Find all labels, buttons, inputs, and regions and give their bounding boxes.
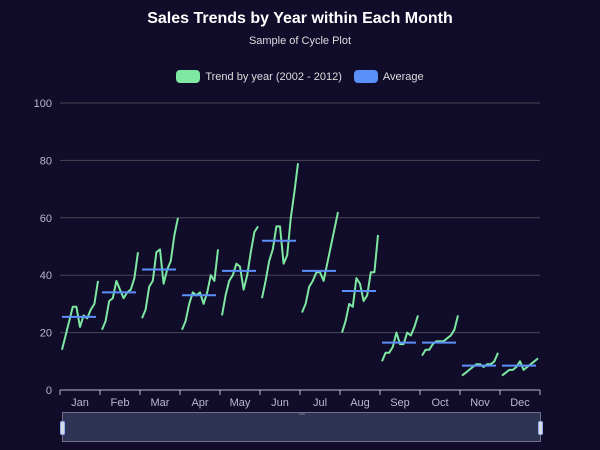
legend-label-average: Average — [382, 70, 424, 83]
x-tick-label: Dec — [510, 397, 530, 409]
trend-line-nov — [461, 352, 499, 377]
trend-line-oct — [421, 315, 459, 357]
legend-item-trend[interactable]: Trend by year (2002 - 2012) — [176, 70, 342, 83]
x-tick-label: May — [230, 397, 251, 409]
y-tick-label: 60 — [40, 213, 52, 225]
axis-layer: 0 20 40 60 80 100 Jan Feb Mar Apr May Jun Jul Aug Sep O… — [34, 98, 541, 409]
legend-item-average[interactable]: Average — [353, 70, 424, 83]
trend-line-jun — [261, 163, 299, 299]
zoom-slider[interactable]: ⋯ — [60, 412, 543, 442]
legend-swatch-average — [353, 70, 378, 83]
x-tick-label: Oct — [431, 397, 448, 409]
x-tick-label: Sep — [390, 397, 410, 409]
y-tick-label: 0 — [46, 385, 52, 397]
x-tick-label: Nov — [470, 397, 490, 409]
chart-title: Sales Trends by Year within Each Month — [147, 10, 453, 27]
zoom-handle-left[interactable] — [60, 421, 65, 435]
series-layer — [61, 163, 539, 377]
trend-line-apr — [181, 249, 219, 331]
trend-line-jul — [301, 211, 339, 313]
trend-line-jan — [61, 280, 99, 351]
trend-line-feb — [101, 252, 139, 331]
zoom-grip-icon[interactable]: ⋯ — [299, 412, 305, 418]
x-tick-label: Apr — [191, 397, 208, 409]
chart-subtitle: Sample of Cycle Plot — [248, 35, 352, 47]
y-tick-label: 20 — [40, 328, 52, 340]
trend-line-sep — [381, 315, 419, 362]
y-tick-label: 80 — [40, 155, 52, 167]
grid-layer — [60, 102, 540, 334]
x-tick-label: Jan — [71, 397, 89, 409]
x-tick-label: Mar — [151, 397, 170, 409]
legend: Trend by year (2002 - 2012) Average — [0, 70, 600, 83]
trend-line-dec — [501, 357, 539, 377]
x-tick-label: Jun — [271, 397, 289, 409]
y-tick-label: 40 — [40, 270, 52, 282]
legend-label-trend: Trend by year (2002 - 2012) — [205, 70, 342, 83]
legend-swatch-trend — [176, 70, 201, 83]
x-tick-label: Aug — [350, 397, 370, 409]
y-tick-label: 100 — [34, 98, 52, 110]
trend-line-may — [221, 225, 259, 316]
x-tick-label: Jul — [313, 397, 327, 409]
trend-line-mar — [141, 217, 179, 319]
zoom-handle-right[interactable] — [538, 421, 543, 435]
x-tick-label: Feb — [111, 397, 130, 409]
trend-line-aug — [341, 234, 379, 333]
